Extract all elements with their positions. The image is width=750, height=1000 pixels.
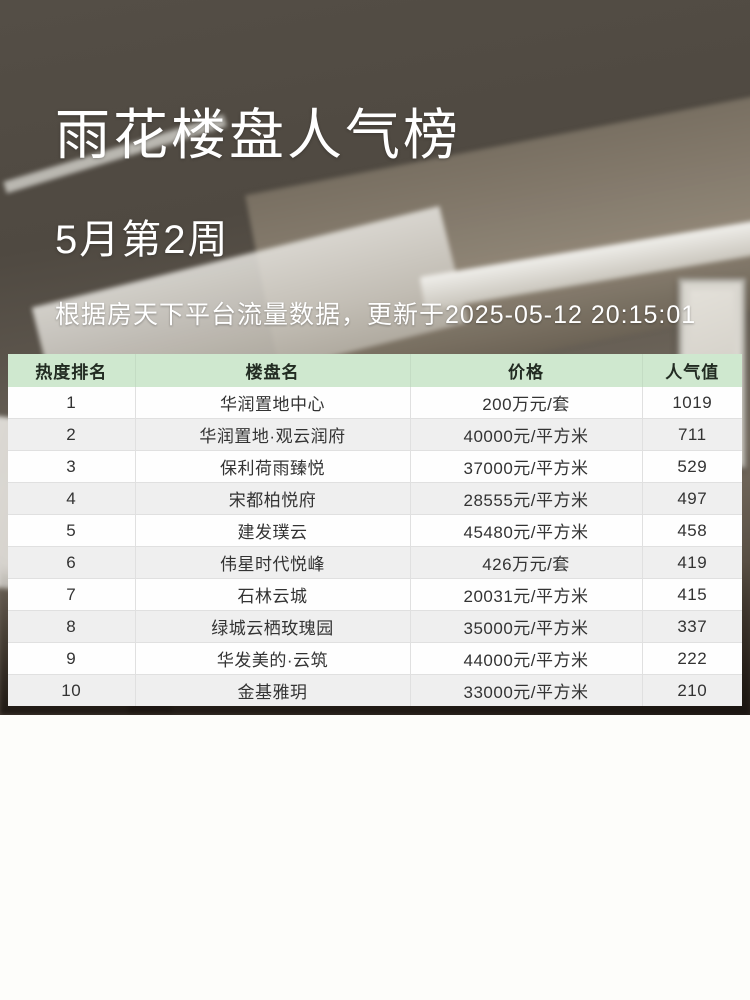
table-row: 9 华发美的·云筑 44000元/平方米 222 <box>8 642 742 675</box>
popularity-cell: 337 <box>641 610 742 643</box>
period-subtitle: 5月第2周 <box>55 218 230 262</box>
table-header: 热度排名 楼盘名 价格 人气值 <box>8 354 742 387</box>
rank-cell: 9 <box>8 642 136 675</box>
table-row: 3 保利荷雨臻悦 37000元/平方米 529 <box>8 450 742 483</box>
name-cell: 保利荷雨臻悦 <box>134 450 411 483</box>
popularity-cell: 497 <box>641 482 742 515</box>
popularity-cell: 458 <box>641 514 742 547</box>
name-cell: 华润置地·观云润府 <box>134 418 411 451</box>
ranking-table: 热度排名 楼盘名 价格 人气值 1 华润置地中心 200万元/套 1019 2 … <box>8 354 742 706</box>
column-header-rank: 热度排名 <box>8 354 135 387</box>
name-cell: 建发璞云 <box>134 514 411 547</box>
column-header-price: 价格 <box>409 354 642 387</box>
name-cell: 宋都柏悦府 <box>134 482 411 515</box>
table-row: 4 宋都柏悦府 28555元/平方米 497 <box>8 482 742 515</box>
popularity-cell: 711 <box>641 418 742 451</box>
rank-cell: 4 <box>8 482 136 515</box>
rank-cell: 5 <box>8 514 136 547</box>
rank-cell: 8 <box>8 610 136 643</box>
popularity-cell: 529 <box>641 450 742 483</box>
table-row: 8 绿城云栖玫瑰园 35000元/平方米 337 <box>8 610 742 643</box>
price-cell: 200万元/套 <box>409 387 643 419</box>
table-row: 6 伟星时代悦峰 426万元/套 419 <box>8 546 742 579</box>
update-note: 根据房天下平台流量数据，更新于2025-05-12 20:15:01 <box>55 301 697 329</box>
table-row: 2 华润置地·观云润府 40000元/平方米 711 <box>8 418 742 451</box>
rank-cell: 3 <box>8 450 136 483</box>
popularity-cell: 222 <box>641 642 742 675</box>
price-cell: 426万元/套 <box>409 546 643 579</box>
column-header-name: 楼盘名 <box>134 354 410 387</box>
popularity-cell: 1019 <box>641 387 742 419</box>
table-body: 1 华润置地中心 200万元/套 1019 2 华润置地·观云润府 40000元… <box>8 387 742 706</box>
popularity-cell: 415 <box>641 578 742 611</box>
table-header-row: 热度排名 楼盘名 价格 人气值 <box>8 354 742 387</box>
price-cell: 40000元/平方米 <box>409 418 643 451</box>
price-cell: 37000元/平方米 <box>409 450 643 483</box>
name-cell: 石林云城 <box>134 578 411 611</box>
price-cell: 35000元/平方米 <box>409 610 643 643</box>
price-cell: 20031元/平方米 <box>409 578 643 611</box>
name-cell: 华润置地中心 <box>134 387 411 419</box>
table-row: 5 建发璞云 45480元/平方米 458 <box>8 514 742 547</box>
name-cell: 绿城云栖玫瑰园 <box>134 610 411 643</box>
table-row: 10 金基雅玥 33000元/平方米 210 <box>8 674 742 706</box>
price-cell: 44000元/平方米 <box>409 642 643 675</box>
price-cell: 45480元/平方米 <box>409 514 643 547</box>
rank-cell: 2 <box>8 418 136 451</box>
popularity-cell: 210 <box>641 674 742 706</box>
name-cell: 伟星时代悦峰 <box>134 546 411 579</box>
rank-cell: 1 <box>8 387 136 419</box>
table-row: 7 石林云城 20031元/平方米 415 <box>8 578 742 611</box>
rank-cell: 10 <box>8 674 136 706</box>
table-row: 1 华润置地中心 200万元/套 1019 <box>8 387 742 419</box>
price-cell: 28555元/平方米 <box>409 482 643 515</box>
name-cell: 金基雅玥 <box>134 674 411 706</box>
column-header-popularity: 人气值 <box>641 354 742 387</box>
popularity-cell: 419 <box>641 546 742 579</box>
price-cell: 33000元/平方米 <box>409 674 643 706</box>
rank-cell: 7 <box>8 578 136 611</box>
rank-cell: 6 <box>8 546 136 579</box>
page-title: 雨花楼盘人气榜 <box>55 104 462 166</box>
name-cell: 华发美的·云筑 <box>134 642 411 675</box>
